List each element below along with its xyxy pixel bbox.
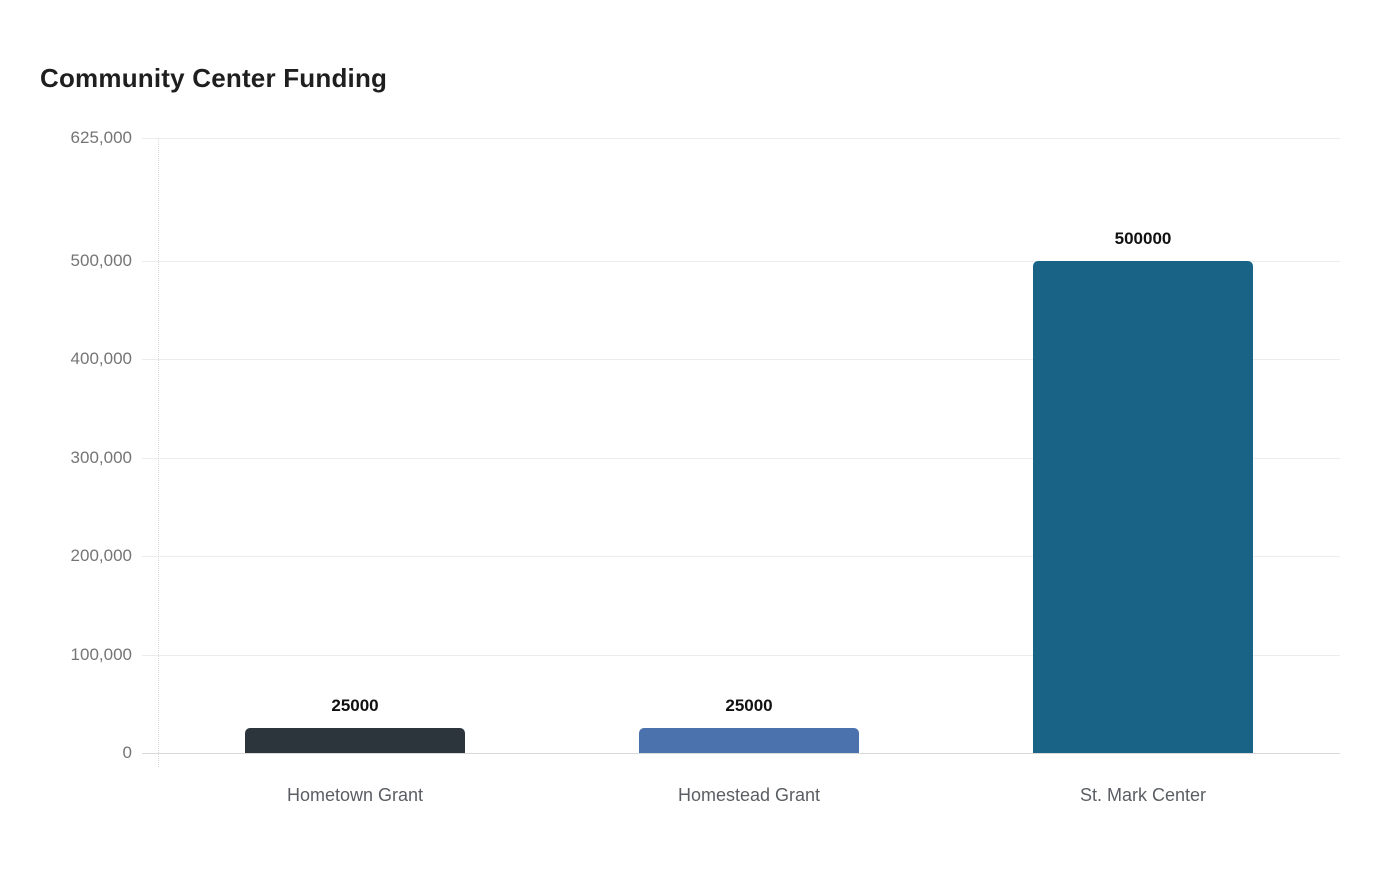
chart-title: Community Center Funding: [40, 63, 388, 93]
y-axis-tick-label: 500,000: [70, 251, 132, 270]
bar-hometown-grant[interactable]: [245, 728, 465, 753]
gridline: [142, 458, 1340, 459]
x-axis-category-label: Hometown Grant: [286, 785, 424, 805]
gridline: [142, 655, 1340, 656]
y-axis-line: [158, 138, 159, 767]
bar-value-label: 25000: [331, 696, 379, 715]
y-axis-tick-label: 300,000: [70, 448, 132, 467]
gridline: [142, 556, 1340, 557]
gridline: [142, 359, 1340, 360]
y-axis-tick-label: 100,000: [70, 645, 132, 664]
bar-value-label: 500000: [1114, 229, 1172, 248]
y-axis-tick-label: 200,000: [70, 546, 132, 565]
x-axis-category-label: Homestead Grant: [677, 785, 821, 805]
x-axis-category-label: St. Mark Center: [1079, 785, 1207, 805]
gridline: [142, 138, 1340, 139]
gridline: [142, 261, 1340, 262]
y-axis-tick-label: 0: [122, 743, 132, 762]
y-axis-tick-label: 625,000: [70, 128, 132, 147]
x-axis-baseline: [142, 753, 1340, 754]
y-axis-tick-label: 400,000: [70, 349, 132, 368]
bar-homestead-grant[interactable]: [639, 728, 859, 753]
bar-st-mark-center[interactable]: [1033, 261, 1253, 753]
bar-value-label: 25000: [725, 696, 773, 715]
